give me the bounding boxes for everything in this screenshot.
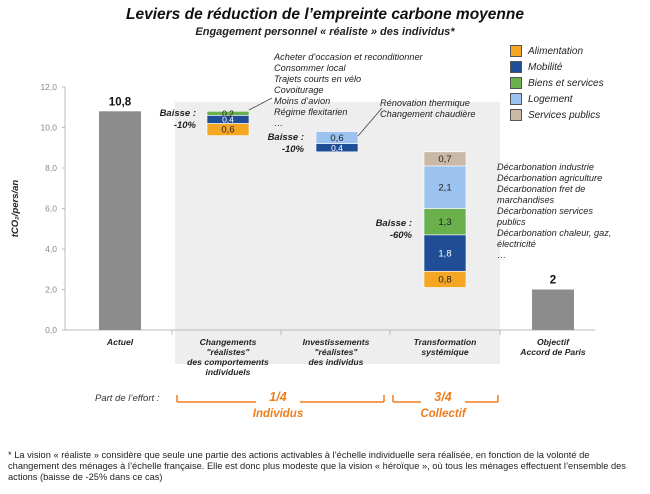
list-item: … (497, 250, 507, 260)
segment-data-label: 0,7 (438, 154, 451, 165)
x-tick-label: "réalistes" (206, 347, 250, 357)
list-item: Décarbonation fret de (497, 184, 586, 194)
y-tick-label: 0,0 (45, 325, 57, 335)
list-item: Décarbonation services (497, 206, 594, 216)
list-item: Covoiturage (274, 85, 324, 95)
x-tick-label: des comportements (187, 357, 269, 367)
total-data-label: 10,8 (109, 96, 132, 108)
segment-data-label: 1,3 (438, 217, 451, 228)
baisse-value: -10% (282, 144, 305, 155)
legend-swatch (510, 45, 522, 58)
list-item: Rénovation thermique (380, 98, 470, 108)
effort-label: Part de l’effort : (95, 393, 160, 404)
segment-data-label: 0,4 (222, 115, 234, 125)
segment-data-label: 0,2 (222, 109, 234, 119)
segment-data-label: 0,8 (438, 275, 451, 286)
total-data-label: 2 (550, 275, 556, 287)
legend-label: Logement (528, 94, 573, 105)
list-item: … (274, 118, 284, 128)
legend-label: Alimentation (528, 46, 584, 57)
list-item: Trajets courts en vélo (274, 74, 362, 84)
bar-segment (315, 131, 359, 145)
x-tick-label: Investissements (303, 337, 370, 347)
bar-segment (423, 151, 467, 167)
list-item: Moins d’avion (274, 96, 331, 106)
segment-data-label: 2,1 (438, 182, 451, 193)
systemic-actions-list: Décarbonation industrie Décarbonation ag… (497, 162, 611, 261)
y-tick-label: 2,0 (45, 285, 57, 295)
legend-item-services-publics: Services publics (510, 108, 604, 124)
segment-data-label: 0,6 (221, 125, 234, 136)
legend-item-mobilite: Mobilité (510, 60, 604, 76)
bar-segment (423, 165, 467, 209)
chart-title: Leviers de réduction de l’empreinte carb… (126, 6, 524, 23)
x-tick-label: "réalistes" (314, 347, 358, 357)
collectif-label: Collectif (420, 408, 466, 420)
list-item: Changement chaudière (380, 109, 476, 119)
callout-line (357, 107, 383, 137)
legend-label: Biens et services (528, 78, 604, 89)
bar-segment (206, 111, 250, 116)
x-tick-label: Changements (200, 337, 257, 347)
baisse-label: Baisse : (268, 132, 304, 143)
callout-line (248, 97, 273, 111)
x-tick-label: des individus (309, 357, 364, 367)
list-item: Décarbonation chaleur, gaz, (497, 228, 612, 238)
y-tick-label: 12,0 (40, 82, 57, 92)
legend-item-biens: Biens et services (510, 76, 604, 92)
bar-segment (423, 234, 467, 272)
legend-label: Mobilité (528, 62, 563, 73)
list-item: électricité (497, 239, 536, 249)
behaviour-actions-list: Acheter d’occasion et reconditionner Con… (274, 52, 423, 129)
x-tick-label: Transformation (414, 337, 477, 347)
y-tick-label: 10,0 (40, 123, 57, 133)
y-tick-label: 8,0 (45, 163, 57, 173)
collectif-share: 3/4 (434, 390, 452, 404)
x-tick-label: individuels (206, 367, 251, 377)
legend-swatch (510, 61, 522, 74)
list-item: Décarbonation industrie (497, 162, 595, 172)
chart-subtitle: Engagement personnel « réaliste » des in… (195, 26, 455, 38)
legend-item-alimentation: Alimentation (510, 44, 604, 60)
list-item: Consommer local (274, 63, 346, 73)
x-tick-label: Objectif (537, 337, 570, 347)
list-item: Acheter d’occasion et reconditionner (274, 52, 423, 62)
baisse-label: Baisse : (376, 218, 412, 229)
bar-segment (423, 208, 467, 236)
baisse-value: -10% (174, 120, 197, 131)
individus-label: Individus (252, 408, 304, 420)
investment-actions-list: Rénovation thermique Changement chaudièr… (380, 98, 476, 120)
footnote: * La vision « réaliste » considère que s… (8, 450, 626, 482)
baisse-value: -60% (390, 230, 413, 241)
list-item: publics (497, 217, 526, 227)
legend-item-logement: Logement (510, 92, 604, 108)
y-tick-label: 4,0 (45, 244, 57, 254)
y-tick-label: 6,0 (45, 204, 57, 214)
legend-swatch (510, 77, 522, 90)
baisse-label: Baisse : (160, 108, 196, 119)
list-item: Décarbonation agriculture (497, 173, 603, 183)
legend-label: Services publics (528, 110, 601, 121)
legend: Alimentation Mobilité Biens et services … (510, 44, 604, 124)
y-axis-label: tCO₂/pers/an (10, 180, 21, 238)
segment-data-label: 0,4 (331, 143, 343, 153)
segment-data-label: 0,6 (330, 133, 343, 144)
list-item: marchandises (497, 195, 555, 205)
x-tick-label: Accord de Paris (519, 347, 586, 357)
bar-total (532, 289, 574, 330)
x-tick-label: systémique (421, 347, 469, 357)
individus-share: 1/4 (269, 390, 287, 404)
x-tick-label: Actuel (106, 337, 134, 347)
legend-swatch (510, 93, 522, 106)
bar-total (99, 111, 141, 330)
segment-data-label: 1,8 (438, 248, 451, 259)
list-item: Régime flexitarien (274, 107, 348, 117)
legend-swatch (510, 109, 522, 122)
